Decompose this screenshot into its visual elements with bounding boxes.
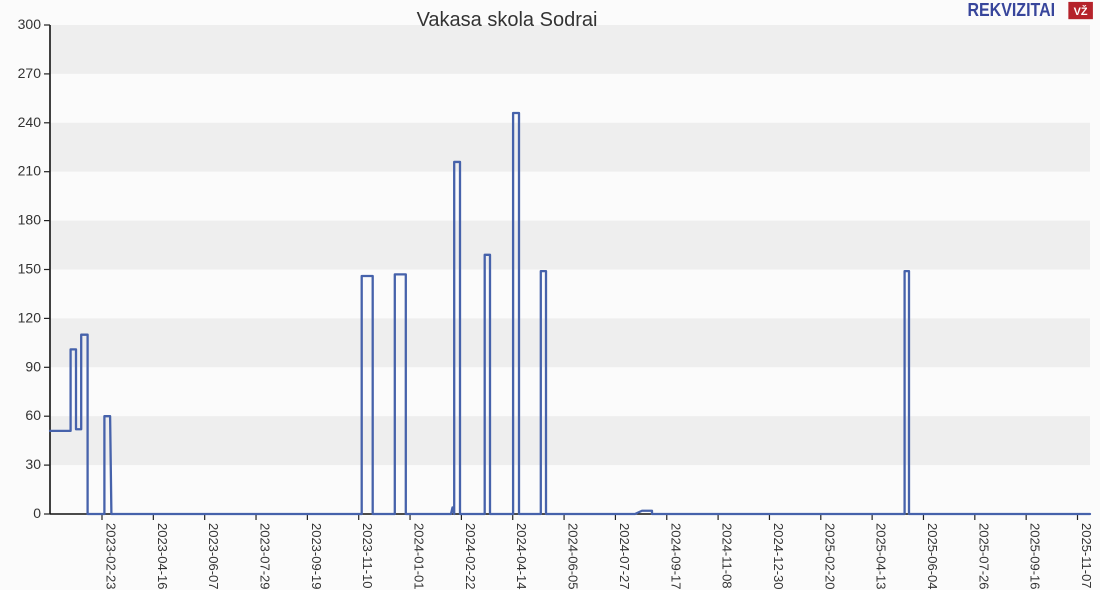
svg-text:210: 210 xyxy=(18,163,42,179)
svg-text:120: 120 xyxy=(18,309,42,325)
svg-text:2025-04-13: 2025-04-13 xyxy=(874,523,889,590)
svg-text:2024-01-01: 2024-01-01 xyxy=(412,523,427,590)
svg-text:2023-02-23: 2023-02-23 xyxy=(104,523,119,590)
svg-text:180: 180 xyxy=(18,212,42,228)
svg-text:30: 30 xyxy=(25,456,41,472)
svg-text:2023-11-10: 2023-11-10 xyxy=(360,523,375,589)
svg-text:2023-09-19: 2023-09-19 xyxy=(309,523,324,590)
svg-text:2025-02-20: 2025-02-20 xyxy=(822,523,837,590)
svg-text:60: 60 xyxy=(25,407,41,423)
svg-text:2024-02-22: 2024-02-22 xyxy=(463,523,478,590)
svg-text:REKVIZITAI: REKVIZITAI xyxy=(967,1,1055,20)
svg-text:2025-09-16: 2025-09-16 xyxy=(1028,523,1043,590)
svg-text:2024-09-17: 2024-09-17 xyxy=(668,523,683,590)
svg-text:2025-07-26: 2025-07-26 xyxy=(976,523,991,590)
svg-text:2023-07-29: 2023-07-29 xyxy=(258,523,273,590)
svg-text:2024-07-27: 2024-07-27 xyxy=(617,523,632,590)
svg-text:2023-04-16: 2023-04-16 xyxy=(155,523,170,590)
svg-text:2024-12-30: 2024-12-30 xyxy=(771,523,786,590)
svg-text:2024-11-08: 2024-11-08 xyxy=(720,523,735,589)
svg-text:2023-06-07: 2023-06-07 xyxy=(206,523,221,590)
svg-text:150: 150 xyxy=(18,261,42,277)
svg-text:2025-11-07: 2025-11-07 xyxy=(1079,523,1094,589)
svg-text:2024-04-14: 2024-04-14 xyxy=(514,523,529,590)
svg-text:2025-06-04: 2025-06-04 xyxy=(925,523,940,590)
svg-text:VŽ: VŽ xyxy=(1074,5,1088,18)
svg-text:90: 90 xyxy=(25,358,41,374)
svg-text:2024-06-05: 2024-06-05 xyxy=(566,523,581,590)
svg-text:0: 0 xyxy=(33,505,41,521)
svg-text:240: 240 xyxy=(18,114,42,130)
svg-text:270: 270 xyxy=(18,65,42,81)
